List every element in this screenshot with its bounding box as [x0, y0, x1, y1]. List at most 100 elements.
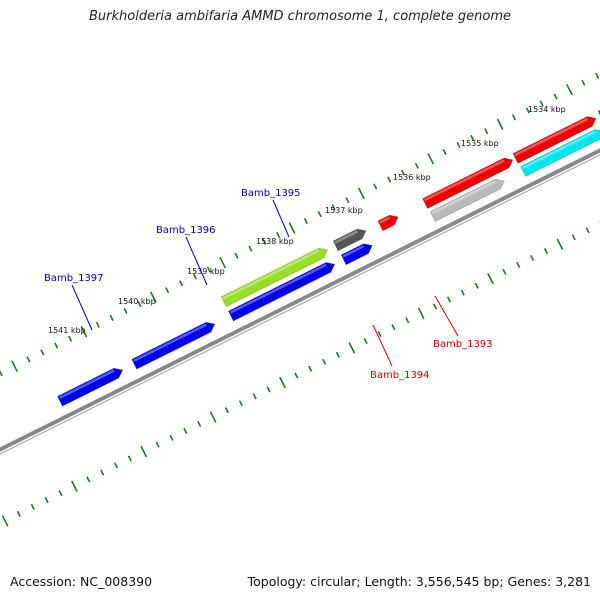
gene-arrow-bamb-1395-small [340, 243, 373, 266]
tick-mark [95, 321, 100, 328]
gene-label: Bamb_1393 [433, 339, 493, 350]
tick-label: 1539 kbp [187, 267, 225, 276]
tick-mark [40, 349, 45, 356]
tick-mark [442, 148, 447, 155]
tick-mark [539, 100, 544, 107]
tick-mark [303, 218, 308, 225]
tick-mark [0, 370, 3, 377]
tick-mark [26, 356, 31, 363]
tick-mark [11, 360, 18, 373]
gene-leader-line [185, 236, 208, 286]
gene-arrow-reverse [228, 262, 336, 322]
tick-mark [179, 280, 184, 287]
gene-arrow-forward [512, 116, 597, 164]
tick-mark [516, 261, 521, 268]
gene-arrow-bamb-1397 [131, 321, 216, 370]
tick-mark [405, 317, 410, 324]
tick-mark [30, 503, 35, 511]
tick-mark [113, 462, 119, 469]
gene-arrow-bamb-1396 [220, 247, 328, 308]
tick-mark [80, 326, 88, 338]
tick-mark [192, 273, 197, 280]
gene-arrow-bamb-1396-highlight [222, 249, 320, 300]
tick-mark [86, 476, 91, 483]
gene-arrow-forward-highlight [423, 159, 505, 202]
tick-mark [288, 222, 296, 234]
tick-mark [417, 307, 425, 320]
tick-mark [248, 245, 253, 252]
tick-mark [308, 365, 313, 372]
tick-mark [266, 386, 271, 393]
tick-mark [387, 176, 392, 183]
gene-arrow-bamb-1394 [377, 214, 399, 232]
gene-arrow-alt [520, 129, 600, 177]
tick-mark [169, 434, 174, 441]
tick-label: 1540 kbp [118, 297, 156, 306]
tick-mark [553, 93, 558, 100]
tick-mark [456, 141, 461, 149]
tick-label: 1541 kbp [48, 326, 86, 335]
tick-mark [16, 510, 21, 517]
tick-mark [525, 107, 530, 114]
gene-arrow-bamb-1393-highlight [431, 180, 497, 215]
gene-arrow-bamb-1393 [429, 178, 505, 222]
outer-tick-track [0, 72, 600, 377]
tick-mark [427, 153, 435, 165]
tick-mark [123, 307, 128, 315]
tick-mark [252, 393, 257, 400]
tick-mark [1, 515, 9, 527]
tick-mark [474, 282, 479, 289]
tick-mark [70, 480, 78, 492]
tick-mark [183, 427, 188, 434]
tick-mark [585, 227, 590, 234]
tick-mark [209, 411, 217, 423]
tick-label: 1534 kbp [528, 105, 566, 114]
tick-mark [234, 252, 239, 259]
tick-mark [109, 314, 114, 321]
tick-mark [373, 183, 378, 190]
tick-mark [331, 204, 336, 211]
tick-mark [446, 296, 451, 303]
gene-label: Bamb_1395 [241, 188, 301, 199]
inner-tick-track [1, 220, 600, 527]
tick-label: 1538 kbp [256, 237, 294, 246]
tick-mark [496, 118, 504, 130]
tick-mark [345, 197, 350, 204]
tick-mark [357, 187, 365, 200]
tick-label: 1537 kbp [325, 206, 363, 215]
gene-arrow-reverse-highlight [58, 369, 115, 400]
tick-mark [238, 400, 243, 407]
gene-label: Bamb_1397 [44, 273, 104, 284]
tick-mark [58, 490, 63, 497]
tick-mark [543, 248, 549, 255]
tick-mark [595, 72, 600, 79]
tick-mark [530, 254, 535, 262]
tick-mark [44, 497, 49, 504]
gene-leader-line [71, 284, 93, 331]
tick-mark [487, 273, 494, 285]
tick-mark [140, 445, 148, 458]
gene-arrow-reverse-highlight [229, 263, 327, 314]
gene-leader-line [434, 295, 459, 337]
tick-mark [400, 169, 406, 176]
tick-mark [556, 238, 564, 250]
tick-mark [100, 469, 105, 476]
tick-mark [197, 420, 202, 428]
tick-mark [502, 268, 507, 275]
tick-mark [127, 455, 132, 462]
genome-stats-text: Topology: circular; Length: 3,556,545 bp… [247, 574, 591, 589]
tick-mark [224, 407, 230, 414]
tick-mark [414, 162, 419, 169]
gene-label: Bamb_1394 [370, 370, 430, 381]
accession-text: Accession: NC_008390 [10, 574, 153, 589]
tick-mark [54, 342, 59, 349]
gene-leader-line [372, 324, 393, 367]
gene-leader-line [272, 199, 290, 238]
gene-arrow-bamb-1397-highlight [133, 323, 207, 362]
tick-mark [68, 335, 73, 342]
gene-arrow-bamb-1395-small-highlight [342, 245, 365, 258]
tick-mark [279, 376, 286, 389]
tick-mark [363, 337, 368, 345]
tick-mark [155, 441, 160, 448]
